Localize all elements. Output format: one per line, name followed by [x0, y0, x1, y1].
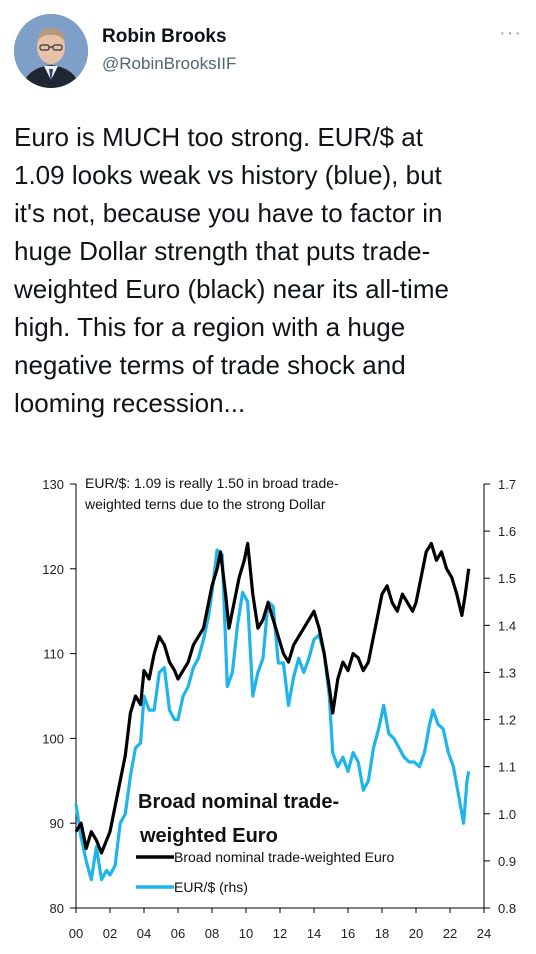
x-tick-label: 24	[477, 926, 491, 941]
x-tick-label: 00	[69, 926, 83, 941]
tweet-chart-image[interactable]: 130 120 110 100 90 80 1.7 1.6 1.5 1.4 1.3 1.2 1.1 1.…	[0, 460, 536, 954]
chart-subtitle: weighted terns due to the strong Dollar	[84, 496, 326, 512]
x-tick-label: 04	[137, 926, 151, 941]
right-tick-label: 1.7	[498, 477, 516, 492]
x-tick-label: 10	[239, 926, 253, 941]
left-axis-ticks: 130 120 110 100 90 80	[42, 477, 76, 916]
x-tick-label: 08	[205, 926, 219, 941]
tweet-text: Euro is MUCH too strong. EUR/$ at 1.09 l…	[14, 122, 449, 418]
x-tick-label: 18	[375, 926, 389, 941]
left-tick-label: 130	[42, 477, 64, 492]
chart-annotation-line1: Broad nominal trade-	[138, 791, 339, 813]
left-tick-label: 120	[42, 562, 64, 577]
right-tick-label: 1.4	[498, 618, 516, 633]
right-tick-label: 1.6	[498, 524, 516, 539]
x-tick-label: 02	[103, 926, 117, 941]
legend-label: Broad nominal trade-weighted Euro	[174, 849, 394, 865]
x-tick-label: 06	[171, 926, 185, 941]
chart-annotation-line2: weighted Euro	[139, 825, 278, 847]
right-tick-label: 1.1	[498, 760, 516, 775]
left-tick-label: 80	[50, 901, 64, 916]
right-tick-label: 1.5	[498, 571, 516, 586]
series-lines	[74, 541, 471, 882]
avatar-portrait-icon	[14, 14, 88, 88]
avatar[interactable]	[14, 14, 88, 88]
series-line-trade-weighted-euro	[74, 541, 471, 855]
left-tick-label: 90	[50, 816, 64, 831]
right-tick-label: 1.0	[498, 807, 516, 822]
right-axis-ticks: 1.7 1.6 1.5 1.4 1.3 1.2 1.1 1.0 0.9 0.8	[484, 477, 516, 916]
x-tick-label: 14	[307, 926, 321, 941]
chart-legend: Broad nominal trade-weighted Euro EUR/$ (…	[136, 849, 394, 895]
author-name[interactable]: Robin Brooks	[102, 26, 227, 47]
right-tick-label: 0.8	[498, 901, 516, 916]
x-tick-label: 22	[443, 926, 457, 941]
x-axis-ticks: 00 02 04 06 08 10 12 14 16 18 20 22 24	[69, 908, 491, 941]
series-line-eur-usd	[74, 548, 471, 882]
x-tick-label: 12	[273, 926, 287, 941]
left-tick-label: 100	[42, 731, 64, 746]
author-handle[interactable]: @RobinBrooksIIF	[102, 54, 237, 73]
tweet-header: Robin Brooks @RobinBrooksIIF ···	[14, 14, 522, 90]
ellipsis-icon[interactable]: ···	[499, 22, 522, 44]
chart-background	[0, 460, 536, 954]
right-tick-label: 1.3	[498, 665, 516, 680]
right-tick-label: 1.2	[498, 713, 516, 728]
legend-label: EUR/$ (rhs)	[174, 879, 248, 895]
x-tick-label: 20	[409, 926, 423, 941]
right-tick-label: 0.9	[498, 854, 516, 869]
x-tick-label: 16	[341, 926, 355, 941]
chart-title: EUR/$: 1.09 is really 1.50 in broad trad…	[85, 475, 339, 491]
left-tick-label: 110	[43, 647, 64, 662]
